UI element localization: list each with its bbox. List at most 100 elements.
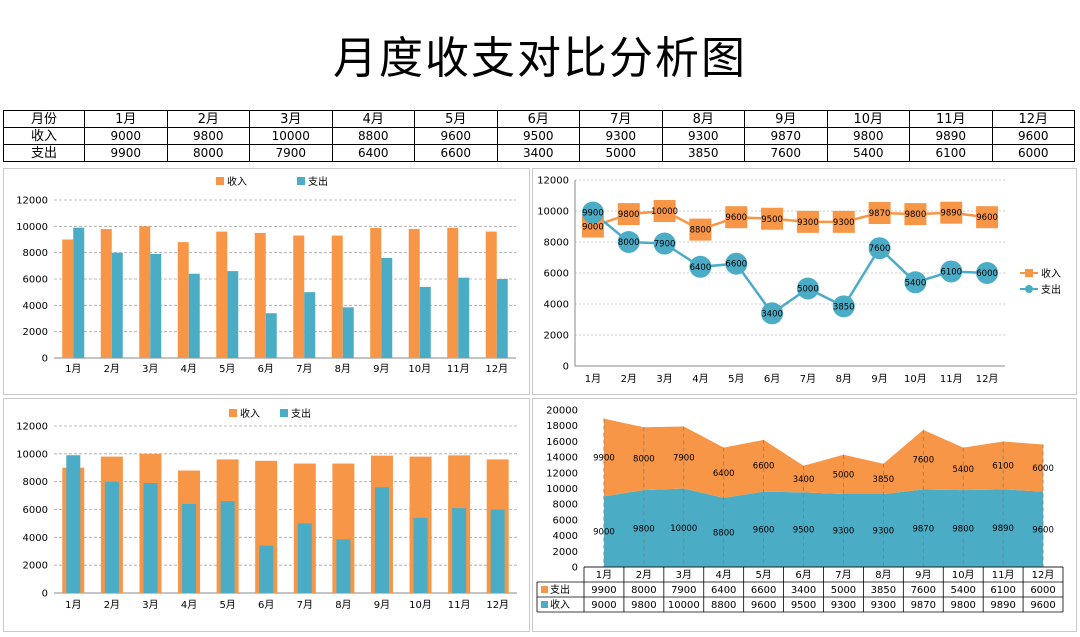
- bar-expense: [496, 279, 508, 358]
- y-tick-label: 14000: [546, 453, 578, 464]
- expense-cell: 6000: [991, 144, 1075, 162]
- table-cell-expense: 5400: [950, 585, 975, 596]
- y-tick-label: 6000: [23, 505, 48, 516]
- bar-expense: [297, 523, 312, 593]
- expense-cell: 3850: [661, 144, 745, 162]
- x-tick-label: 6月: [258, 599, 274, 611]
- x-tick-label: 3月: [656, 373, 672, 385]
- data-label-expense: 8000: [618, 238, 640, 248]
- y-tick-label: 8000: [23, 248, 48, 259]
- line-expense: [592, 211, 988, 316]
- y-tick-label: 8000: [544, 238, 569, 249]
- month-cell: 12月: [991, 110, 1075, 128]
- data-label-expense: 3850: [833, 302, 855, 312]
- month-cell: 5月: [414, 110, 498, 128]
- legend-key-income: [541, 601, 548, 608]
- income-cell: 8800: [331, 127, 415, 145]
- marker-expense: [832, 295, 855, 318]
- marker-expense: [940, 260, 963, 283]
- data-label-expense: 5000: [833, 470, 855, 480]
- table-cell-expense: 6100: [990, 585, 1015, 596]
- bar-expense: [150, 253, 162, 358]
- bar-expense: [413, 517, 428, 593]
- expense-cell: 7600: [744, 144, 828, 162]
- x-tick-label: 5月: [219, 599, 235, 611]
- y-tick-label: 0: [42, 589, 48, 600]
- table-header-row: 月份 1月 2月 3月 4月 5月 6月 7月 8月 9月 10月 11月 12月: [3, 110, 1075, 128]
- x-tick-label: 4月: [181, 363, 197, 375]
- x-tick-label: 4月: [181, 599, 197, 611]
- marker-income: [617, 203, 640, 226]
- data-label-expense: 7600: [869, 244, 891, 254]
- data-table: 月份 1月 2月 3月 4月 5月 6月 7月 8月 9月 10月 11月 12月 收入 9000 98…: [3, 110, 1075, 162]
- x-tick-label: 3月: [142, 599, 158, 611]
- y-tick-label: 16000: [546, 437, 578, 448]
- bar-expense: [188, 273, 200, 358]
- month-cell: 9月: [744, 110, 828, 128]
- x-tick-label: 11月: [940, 373, 963, 385]
- marker-expense: [617, 231, 640, 253]
- table-cell-income: 8800: [711, 600, 736, 611]
- x-tick-label: 10月: [904, 373, 927, 385]
- legend-label-expense: 支出: [291, 407, 311, 420]
- x-tick-label: 4月: [692, 373, 708, 385]
- legend-label-income: 收入: [227, 175, 247, 188]
- y-tick-label: 4000: [23, 533, 48, 544]
- y-tick-label: 10000: [537, 207, 569, 218]
- data-label-expense: 9900: [593, 453, 615, 463]
- x-tick-label: 8月: [335, 599, 351, 611]
- x-tick-label: 5月: [219, 363, 235, 375]
- chart-panel-overlapping-bar: 0 2000 4000 6000 8000 10000 12000 1月 2月 3月 4月 5月 6月 7…: [3, 398, 530, 632]
- data-label-expense: 6400: [690, 263, 712, 273]
- data-label-income: 9600: [1032, 525, 1054, 535]
- data-label-expense: 5400: [952, 465, 974, 475]
- income-row-label: 收入: [3, 127, 85, 145]
- table-cell-income: 9300: [831, 600, 856, 611]
- y-tick-label: 0: [563, 362, 569, 373]
- table-cell-income: 9500: [791, 600, 816, 611]
- bar-income: [100, 228, 112, 358]
- legend-swatch-expense: [297, 177, 305, 185]
- y-tick-label: 4000: [553, 531, 578, 542]
- month-cell: 11月: [909, 110, 993, 128]
- table-cell-income: 9300: [871, 600, 896, 611]
- x-tick-label: 7月: [296, 363, 312, 375]
- x-tick-label: 11月: [448, 599, 471, 611]
- area-expense: [603, 418, 1044, 498]
- x-tick-label: 7月: [800, 373, 816, 385]
- table-cell-expense: 5000: [831, 585, 856, 596]
- marker-income: [725, 206, 748, 229]
- table-cell-expense: 9900: [591, 585, 616, 596]
- y-tick-label: 4000: [23, 301, 48, 312]
- bar-expense: [419, 286, 431, 358]
- table-cell-income: 9000: [591, 600, 616, 611]
- x-tick-label: 1月: [596, 569, 612, 581]
- bar-expense: [490, 509, 505, 593]
- legend-label-expense: 支出: [1041, 283, 1061, 296]
- data-label-expense: 9900: [582, 209, 604, 219]
- x-tick-label: 6月: [795, 569, 811, 581]
- marker-expense: [796, 277, 819, 300]
- legend-marker-expense: [1025, 285, 1033, 293]
- table-cell-expense: 6000: [1030, 585, 1055, 596]
- bar-expense: [336, 539, 351, 593]
- data-label-income: 9600: [976, 213, 998, 223]
- x-tick-label: 12月: [485, 363, 508, 375]
- income-cell: 9500: [496, 127, 580, 145]
- y-tick-label: 10000: [16, 222, 48, 233]
- y-tick-label: 6000: [23, 275, 48, 286]
- table-cell-income: 10000: [668, 600, 700, 611]
- bar-expense: [73, 227, 85, 358]
- x-tick-label: 3月: [676, 569, 692, 581]
- marker-expense: [689, 255, 712, 278]
- y-tick-label: 20000: [546, 406, 578, 417]
- income-cell: 9800: [166, 127, 250, 145]
- bar-expense: [220, 501, 235, 593]
- data-label-income: 10000: [651, 207, 678, 217]
- income-cell: 9890: [909, 127, 993, 145]
- income-cell: 10000: [249, 127, 333, 145]
- y-tick-label: 2000: [23, 561, 48, 572]
- marker-expense: [904, 271, 927, 294]
- income-cell: 9600: [414, 127, 498, 145]
- bar-expense: [374, 487, 389, 593]
